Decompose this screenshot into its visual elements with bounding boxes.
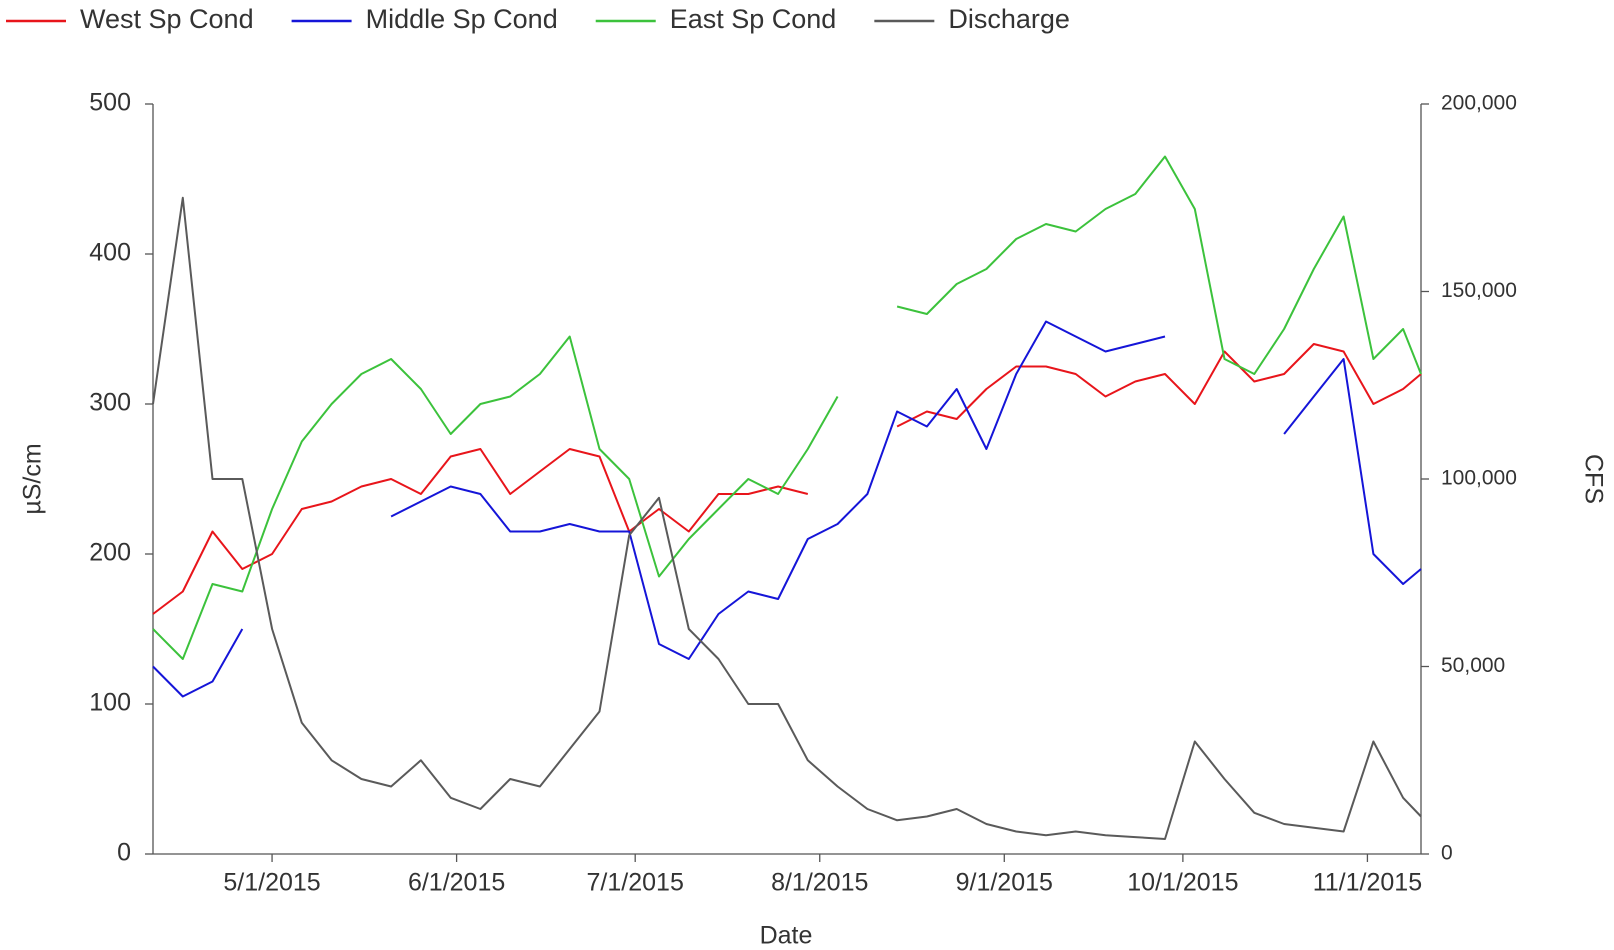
legend-label: West Sp Cond — [80, 4, 254, 34]
x-tick-label: 11/1/2015 — [1313, 869, 1422, 897]
series-line — [896, 155, 1422, 375]
legend-label: East Sp Cond — [670, 4, 837, 34]
y2-tick-label: 50,000 — [1441, 654, 1505, 677]
series-line — [152, 335, 839, 660]
series-line — [152, 196, 1422, 840]
y2-axis-label: CFS — [1579, 454, 1607, 504]
y-tick-label: 200 — [89, 539, 131, 567]
x-tick-label: 9/1/2015 — [956, 869, 1053, 897]
y-axis-label: µS/cm — [19, 443, 47, 514]
x-tick-label: 5/1/2015 — [223, 869, 320, 897]
x-tick-label: 7/1/2015 — [587, 869, 684, 897]
y2-tick-label: 100,000 — [1441, 467, 1517, 490]
series-line — [1283, 358, 1422, 585]
y2-tick-label: 200,000 — [1441, 92, 1517, 115]
x-axis-label: Date — [760, 922, 813, 950]
y-tick-label: 400 — [89, 239, 131, 267]
y-tick-label: 300 — [89, 389, 131, 417]
series-line — [390, 320, 1166, 660]
y2-tick-label: 150,000 — [1441, 279, 1517, 302]
legend-label: Middle Sp Cond — [366, 4, 558, 34]
x-tick-label: 8/1/2015 — [771, 869, 868, 897]
x-tick-label: 10/1/2015 — [1127, 869, 1238, 897]
series-line — [152, 448, 809, 615]
legend-label: Discharge — [948, 4, 1070, 34]
y-tick-label: 100 — [89, 689, 131, 717]
y-tick-label: 0 — [117, 839, 131, 867]
y2-tick-label: 0 — [1441, 842, 1453, 865]
series-line — [152, 628, 244, 698]
y-tick-label: 500 — [89, 89, 131, 117]
x-tick-label: 6/1/2015 — [408, 869, 505, 897]
series-line — [896, 343, 1422, 428]
